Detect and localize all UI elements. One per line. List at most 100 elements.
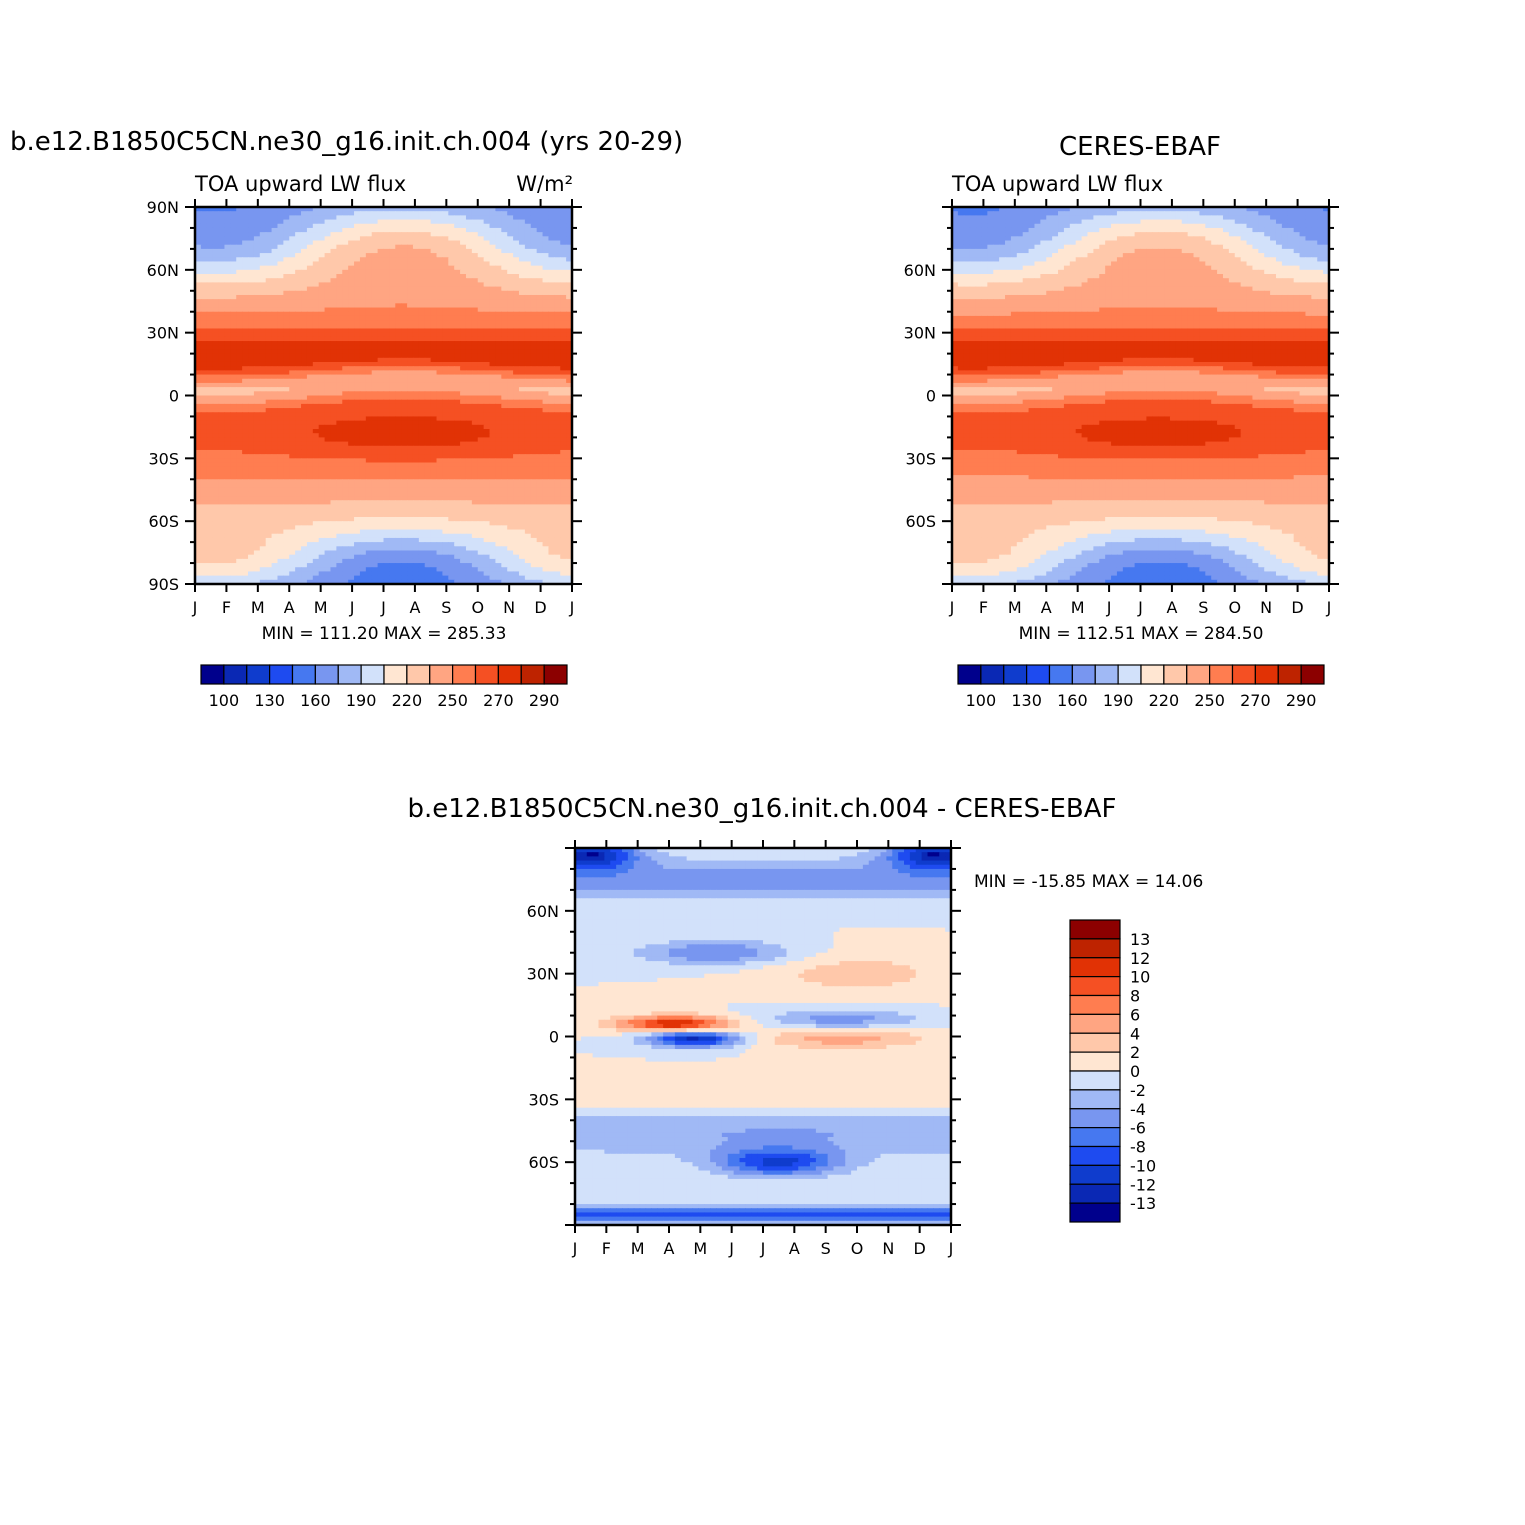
panel1-cell <box>395 504 402 510</box>
panel1-cell <box>536 290 544 296</box>
panel1-cell <box>306 508 314 514</box>
panel1-cell <box>195 286 202 292</box>
panel1-cell <box>471 429 479 434</box>
panel1-cell <box>253 345 261 351</box>
panel1-cell <box>460 303 467 309</box>
panel1-cell <box>566 290 573 296</box>
panel1-cell <box>442 303 449 309</box>
panel1-cell <box>365 248 373 254</box>
panel1-cell <box>224 395 231 401</box>
panel1-cell <box>430 483 438 489</box>
panel1-cell <box>448 357 455 363</box>
panel1-cell <box>465 253 473 258</box>
panel1-cell <box>354 508 361 514</box>
panel1-cell <box>265 487 273 493</box>
panel1-cell <box>289 424 296 430</box>
panel1-cell <box>395 248 402 254</box>
panel1-cell <box>377 328 385 334</box>
panel1-cell <box>401 282 408 288</box>
panel1-cell <box>236 353 243 359</box>
panel1-cell <box>342 303 349 309</box>
panel1-cell <box>501 408 508 413</box>
panel1-cell <box>271 223 279 229</box>
panel1-cell <box>312 286 320 292</box>
panel1-cell <box>501 387 508 392</box>
panel1-cell <box>324 311 332 317</box>
panel1-cell <box>501 370 508 376</box>
panel1-cell <box>524 207 532 212</box>
panel1-cell <box>471 399 479 405</box>
panel1-cell <box>460 470 467 476</box>
panel1-cell <box>483 366 491 371</box>
panel1-cell <box>465 500 473 506</box>
panel1-cell <box>342 399 349 405</box>
panel1-cell <box>424 324 432 330</box>
panel1-cell <box>395 508 402 514</box>
panel1-cell <box>518 232 526 237</box>
panel1-cell <box>536 303 544 309</box>
panel1-cell <box>230 391 237 397</box>
panel1-cell <box>542 529 550 535</box>
panel1-cell <box>489 324 497 330</box>
panel1-cell <box>301 240 308 246</box>
panel1-cell <box>407 320 414 325</box>
panel1-cell <box>407 479 414 485</box>
panel1-cell <box>212 378 220 384</box>
panel1-cell <box>359 399 367 405</box>
panel1-cell <box>236 320 243 325</box>
panel1-cell <box>566 496 573 501</box>
panel1-cell <box>195 525 202 531</box>
panel1-cell <box>507 286 514 292</box>
panel1-cell <box>248 525 255 531</box>
panel1-cell <box>359 445 367 451</box>
panel1-cell <box>548 466 555 472</box>
panel1-cell <box>336 449 343 455</box>
panel1-cell <box>365 395 373 401</box>
panel1-cell <box>259 487 267 493</box>
panel1-cell <box>283 219 290 225</box>
panel1-cell <box>195 265 202 271</box>
panel1-cell <box>477 399 485 405</box>
panel1-cell <box>489 353 497 359</box>
panel1-cell <box>383 449 390 455</box>
panel1-cell <box>501 215 508 221</box>
panel1-cell <box>495 290 502 296</box>
panel1-cell <box>389 496 396 501</box>
panel1-cell <box>560 416 567 422</box>
panel1-cell <box>330 449 337 455</box>
panel1-cell <box>342 382 349 388</box>
panel1-cell <box>236 445 243 451</box>
panel1-cell <box>389 328 396 334</box>
panel1-cell <box>412 408 420 413</box>
panel1-cell <box>471 257 479 263</box>
panel1-cell <box>259 420 267 426</box>
panel1-cell <box>430 244 438 250</box>
panel1-cell <box>542 227 550 233</box>
panel1-cell <box>301 248 308 254</box>
panel1-cell <box>518 441 526 447</box>
panel1-cell <box>342 253 349 258</box>
panel1-cell <box>401 462 408 468</box>
panel1-cell <box>206 357 214 363</box>
panel1-cell <box>206 458 214 464</box>
panel1-cell <box>277 361 284 367</box>
panel1-cell <box>460 345 467 351</box>
panel1-cell <box>513 215 520 221</box>
panel1-cell <box>542 525 550 531</box>
panel1-cell <box>236 240 243 246</box>
panel1-cell <box>401 311 408 317</box>
panel1-cell <box>242 345 249 351</box>
panel1-cell <box>242 244 249 250</box>
panel1-cell <box>359 366 367 371</box>
panel1-cell <box>365 391 373 397</box>
panel1-cell <box>242 504 249 510</box>
panel1-cell <box>407 244 414 250</box>
panel1-cell <box>365 223 373 229</box>
panel1-cell <box>489 244 497 250</box>
panel1-cell <box>530 366 538 371</box>
panel1-cell <box>530 454 538 459</box>
panel1-cell <box>412 332 420 338</box>
panel1-cell <box>371 525 379 531</box>
panel1-cell <box>507 395 514 401</box>
